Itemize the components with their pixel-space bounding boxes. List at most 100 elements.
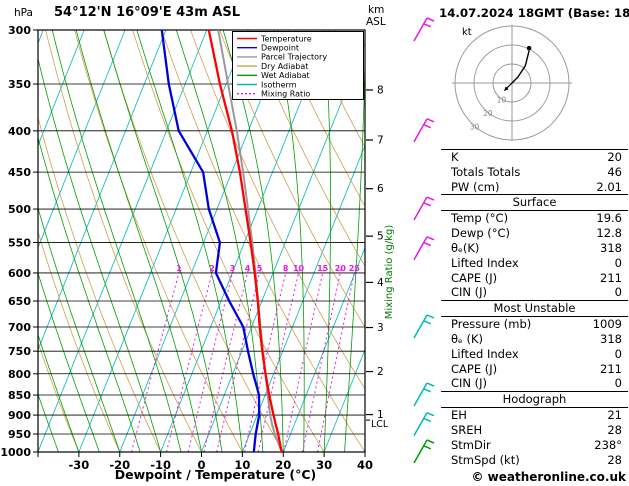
- stat-row: CIN (J) 0: [441, 376, 628, 391]
- x-tick-label: 0: [197, 458, 205, 472]
- stat-label: θₑ (K): [451, 331, 484, 346]
- stat-value: 211: [600, 270, 622, 285]
- stats-panel: K 20 Totals Totals 46 PW (cm) 2.01 Surface Temp…: [441, 149, 628, 467]
- stat-label: Dewp (°C): [451, 226, 511, 241]
- legend-label: Dewpoint: [261, 44, 299, 53]
- wind-barbs: [413, 17, 435, 464]
- legend-label: Temperature: [260, 34, 312, 43]
- x-tick-label: -30: [68, 458, 89, 472]
- mixing-ratio-value: 10: [293, 264, 305, 273]
- stat-value: 318: [600, 331, 622, 346]
- skewt-chart: 3003504004505005506006507007508008509009…: [0, 4, 435, 482]
- stat-row: EH 21: [441, 408, 628, 423]
- stat-label: StmSpd (kt): [451, 452, 520, 467]
- pressure-tick-label: 750: [8, 345, 31, 358]
- pressure-tick-label: 500: [8, 203, 31, 216]
- stats-section: Most Unstable Pressure (mb) 1009 θₑ (K) 318 L…: [441, 300, 628, 391]
- legend-label: Dry Adiabat: [261, 62, 308, 71]
- stat-label: EH: [451, 408, 467, 423]
- km-tick-label: 4: [377, 277, 384, 289]
- wind-barb: [413, 439, 435, 464]
- x-tick-label: 20: [275, 458, 291, 472]
- stat-label: Lifted Index: [451, 255, 519, 270]
- stat-label: SREH: [451, 422, 483, 437]
- mixing-ratio-value: 15: [317, 264, 329, 273]
- stat-row: Lifted Index 0: [441, 256, 628, 271]
- pressure-tick-label: 800: [8, 368, 31, 381]
- wind-barb: [413, 118, 435, 143]
- x-tick-label: 40: [357, 458, 373, 472]
- stat-value: 12.8: [596, 226, 622, 241]
- stat-value: 20: [607, 150, 622, 164]
- km-tick-label: 7: [377, 135, 384, 147]
- km-tick-label: 3: [377, 322, 384, 334]
- pressure-tick-label: 950: [8, 428, 31, 441]
- km-tick-label: 8: [377, 84, 384, 96]
- wind-barb: [413, 382, 435, 407]
- mixing-ratio-value: 25: [349, 264, 361, 273]
- pressure-tick-label: 650: [8, 295, 31, 308]
- stat-row: θₑ (K) 318: [441, 332, 628, 347]
- hodograph-ring-label: 10: [497, 95, 507, 104]
- stat-row: Dewp (°C) 12.8: [441, 226, 628, 241]
- stats-section: Surface Temp (°C) 19.6 Dewp (°C) 12.8 θₑ(K) 31…: [441, 194, 628, 300]
- stat-row: StmDir 238°: [441, 438, 628, 453]
- stat-row: Lifted Index 0: [441, 347, 628, 362]
- pressure-tick-label: 350: [8, 78, 31, 91]
- stat-label: CIN (J): [451, 285, 488, 300]
- stat-label: CAPE (J): [451, 361, 498, 376]
- wind-barb: [413, 17, 435, 42]
- stat-row: Temp (°C) 19.6: [441, 211, 628, 226]
- stat-value: 1009: [592, 317, 622, 332]
- wind-barb: [413, 196, 435, 221]
- pressure-tick-label: 300: [8, 24, 31, 37]
- legend-label: Isotherm: [261, 80, 297, 89]
- legend-label: Mixing Ratio: [261, 90, 310, 99]
- x-tick-label: 10: [234, 458, 250, 472]
- km-tick-label: 5: [377, 231, 384, 243]
- date-title: 14.07.2024 18GMT (Base: 18): [439, 6, 629, 20]
- stats-section-title: Hodograph: [441, 391, 628, 409]
- pressure-unit-label: hPa: [14, 7, 33, 19]
- hodograph-trace: [511, 50, 530, 84]
- pressure-tick-label: 850: [8, 389, 31, 402]
- storm-motion-arrowhead: [504, 86, 509, 91]
- stat-value: 0: [614, 285, 622, 300]
- stat-value: 19.6: [596, 211, 622, 226]
- hodograph-unit-label: kt: [462, 27, 472, 38]
- stat-label: Lifted Index: [451, 346, 519, 361]
- pressure-tick-label: 700: [8, 321, 31, 334]
- pressure-tick-label: 450: [8, 166, 31, 179]
- mixing-ratio-value: 5: [257, 264, 263, 273]
- lcl-label: LCL: [371, 419, 389, 430]
- mixing-ratio-value: 4: [245, 264, 251, 273]
- copyright: © weatheronline.co.uk: [471, 470, 626, 484]
- mixing-ratio-value: 2: [209, 264, 215, 273]
- wind-barb: [413, 411, 435, 437]
- dewpoint-curve: [160, 30, 261, 452]
- x-axis-title: Dewpoint / Temperature (°C): [115, 467, 316, 482]
- pressure-tick-label: 1000: [0, 446, 31, 459]
- station-title: 54°12'N 16°09'E 43m ASL: [54, 5, 240, 20]
- stat-value: 2.01: [596, 179, 622, 194]
- stat-value: 0: [614, 376, 622, 391]
- stat-row: StmSpd (kt) 28: [441, 453, 628, 468]
- stat-row: Totals Totals 46: [441, 165, 628, 180]
- mixing-ratio-axis-title: Mixing Ratio (g/kg): [384, 225, 395, 320]
- stat-row: SREH 28: [441, 423, 628, 438]
- stat-value: 28: [607, 422, 622, 437]
- hodograph-ring: [454, 25, 570, 141]
- stats-section-title: Most Unstable: [441, 300, 628, 318]
- stats-section: Hodograph EH 21 SREH 28 StmDir 238° StmSpd (kt)…: [441, 391, 628, 467]
- km-tick-label: 1: [377, 409, 384, 421]
- stat-value: 21: [607, 408, 622, 423]
- pressure-tick-label: 600: [8, 267, 31, 280]
- hodograph-trace-end-dot: [526, 45, 532, 51]
- stat-value: 318: [600, 240, 622, 255]
- x-tick-label: -10: [150, 458, 171, 472]
- stat-row: Pressure (mb) 1009: [441, 317, 628, 332]
- legend-label: Parcel Trajectory: [261, 53, 327, 62]
